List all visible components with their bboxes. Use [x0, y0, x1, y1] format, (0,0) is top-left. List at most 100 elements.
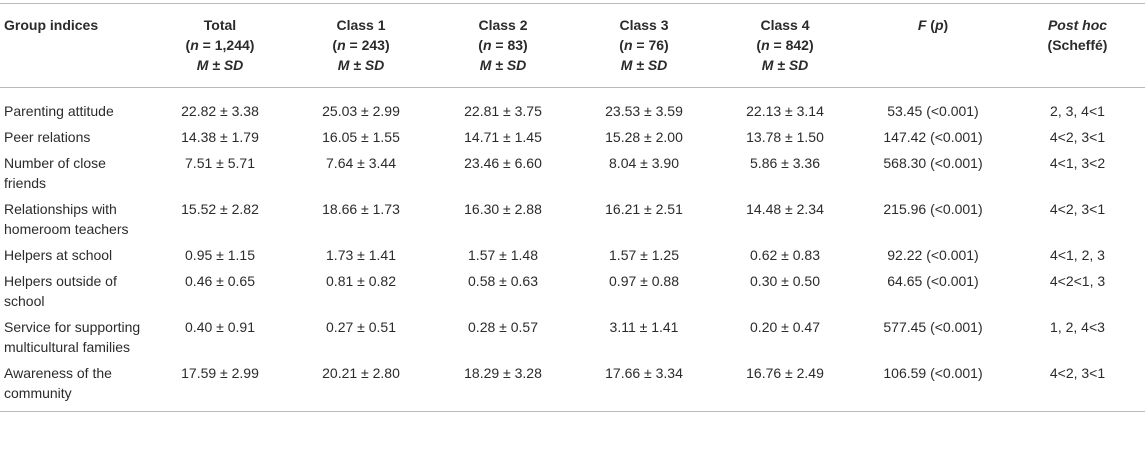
header-label: F (p): [917, 17, 949, 33]
cell-class-3: 0.97 ± 0.88: [609, 273, 679, 289]
header-class-3: Class 3 (n = 76) M ± SD: [574, 3, 714, 88]
table-row: Awareness of the community 17.59 ± 2.99 20…: [0, 360, 1145, 412]
cell-class-1: 1.73 ± 1.41: [326, 247, 396, 263]
header-group-indices: Group indices: [0, 3, 150, 88]
cell-class-4: 13.78 ± 1.50: [746, 129, 824, 145]
cell-f-p: 215.96 (<0.001): [883, 201, 983, 217]
header-stat-label: M ± SD: [337, 57, 385, 73]
header-stat-label: M ± SD: [479, 57, 527, 73]
header-row: Group indices Total (n = 1,244) M ± SD C…: [0, 3, 1145, 88]
cell-class-2: 16.30 ± 2.88: [464, 201, 542, 217]
cell-f-p: 147.42 (<0.001): [883, 129, 983, 145]
table-row: Service for supporting multicultural fam…: [0, 314, 1145, 360]
header-stat-label: M ± SD: [196, 57, 244, 73]
cell-total: 15.52 ± 2.82: [181, 201, 259, 217]
cell-f-p: 106.59 (<0.001): [856, 360, 1010, 412]
cell-f-p: 53.45 (<0.001): [887, 103, 979, 119]
row-label: Service for supporting multicultural fam…: [4, 319, 141, 355]
table-row: Parenting attitude 22.82 ± 3.38 25.03 ± 2.…: [0, 88, 1145, 125]
cell-post-hoc: 2, 3, 4<1: [1050, 103, 1105, 119]
row-label: Parenting attitude: [4, 103, 114, 119]
cell-total: 22.82 ± 3.38: [181, 103, 259, 119]
cell-class-3: 23.53 ± 3.59: [605, 103, 683, 119]
cell-post-hoc: 4<1, 2, 3: [1050, 247, 1105, 263]
cell-class-1: 0.27 ± 0.51: [326, 319, 396, 335]
cell-class-2: 0.58 ± 0.63: [468, 273, 538, 289]
table-row: Helpers at school 0.95 ± 1.15 1.73 ± 1.41 1…: [0, 242, 1145, 268]
row-label: Peer relations: [4, 129, 91, 145]
cell-class-1: 25.03 ± 2.99: [322, 103, 400, 119]
cell-class-1: 7.64 ± 3.44: [326, 155, 396, 171]
header-total: Total (n = 1,244) M ± SD: [150, 3, 290, 88]
header-class-1: Class 1 (n = 243) M ± SD: [290, 3, 432, 88]
cell-class-2: 22.81 ± 3.75: [464, 103, 542, 119]
cell-total: 17.59 ± 2.99: [150, 360, 290, 412]
cell-class-3: 1.57 ± 1.25: [609, 247, 679, 263]
row-label: Number of close friends: [4, 155, 106, 191]
cell-post-hoc: 1, 2, 4<3: [1050, 319, 1105, 335]
cell-class-2: 0.28 ± 0.57: [468, 319, 538, 335]
header-label: Class 3: [619, 17, 669, 33]
header-sample-size: (n = 1,244): [185, 37, 255, 53]
row-label: Helpers at school: [4, 247, 113, 263]
cell-class-4: 0.30 ± 0.50: [750, 273, 820, 289]
table-row: Number of close friends 7.51 ± 5.71 7.64 ±…: [0, 150, 1145, 196]
header-label: Class 2: [478, 17, 528, 33]
cell-class-3: 8.04 ± 3.90: [609, 155, 679, 171]
cell-class-2: 18.29 ± 3.28: [432, 360, 574, 412]
cell-post-hoc: 4<2, 3<1: [1010, 360, 1145, 412]
header-sample-size: (n = 243): [332, 37, 390, 53]
cell-total: 0.95 ± 1.15: [185, 247, 255, 263]
cell-class-1: 18.66 ± 1.73: [322, 201, 400, 217]
header-class-2: Class 2 (n = 83) M ± SD: [432, 3, 574, 88]
cell-class-4: 0.62 ± 0.83: [750, 247, 820, 263]
cell-class-4: 22.13 ± 3.14: [746, 103, 824, 119]
cell-class-4: 14.48 ± 2.34: [746, 201, 824, 217]
cell-total: 0.46 ± 0.65: [185, 273, 255, 289]
table-row: Peer relations 14.38 ± 1.79 16.05 ± 1.55 14…: [0, 124, 1145, 150]
header-label: Class 1: [336, 17, 386, 33]
cell-class-3: 17.66 ± 3.34: [574, 360, 714, 412]
group-indices-table: Group indices Total (n = 1,244) M ± SD C…: [0, 3, 1145, 412]
cell-class-2: 1.57 ± 1.48: [468, 247, 538, 263]
row-label: Relationships with homeroom teachers: [4, 201, 129, 237]
header-sublabel: (Scheffé): [1047, 37, 1108, 53]
cell-class-1: 16.05 ± 1.55: [322, 129, 400, 145]
cell-class-4: 5.86 ± 3.36: [750, 155, 820, 171]
cell-total: 0.40 ± 0.91: [185, 319, 255, 335]
table-body: Parenting attitude 22.82 ± 3.38 25.03 ± 2.…: [0, 88, 1145, 412]
cell-post-hoc: 4<2<1, 3: [1049, 273, 1106, 289]
header-label: Total: [203, 17, 237, 33]
header-label: Group indices: [4, 17, 99, 33]
cell-class-4: 0.20 ± 0.47: [750, 319, 820, 335]
table-row: Relationships with homeroom teachers 15.5…: [0, 196, 1145, 242]
header-post-hoc: Post hoc (Scheffé): [1010, 3, 1145, 88]
cell-f-p: 568.30 (<0.001): [883, 155, 983, 171]
cell-class-1: 20.21 ± 2.80: [290, 360, 432, 412]
row-label: Helpers outside of school: [4, 273, 117, 309]
header-stat-label: M ± SD: [620, 57, 668, 73]
cell-total: 14.38 ± 1.79: [181, 129, 259, 145]
cell-post-hoc: 4<1, 3<2: [1049, 155, 1106, 171]
header-sample-size: (n = 76): [619, 37, 669, 53]
cell-f-p: 577.45 (<0.001): [883, 319, 983, 335]
cell-total: 7.51 ± 5.71: [185, 155, 255, 171]
cell-class-2: 23.46 ± 6.60: [464, 155, 542, 171]
cell-class-3: 16.21 ± 2.51: [605, 201, 683, 217]
header-label: Post hoc: [1047, 17, 1108, 33]
cell-class-2: 14.71 ± 1.45: [464, 129, 542, 145]
header-sample-size: (n = 83): [478, 37, 528, 53]
table-header: Group indices Total (n = 1,244) M ± SD C…: [0, 3, 1145, 88]
cell-class-4: 16.76 ± 2.49: [714, 360, 856, 412]
cell-class-3: 3.11 ± 1.41: [609, 319, 679, 335]
header-stat-label: M ± SD: [761, 57, 809, 73]
header-class-4: Class 4 (n = 842) M ± SD: [714, 3, 856, 88]
cell-class-3: 15.28 ± 2.00: [605, 129, 683, 145]
header-sample-size: (n = 842): [756, 37, 814, 53]
header-f-p: F (p): [856, 3, 1010, 88]
cell-post-hoc: 4<2, 3<1: [1049, 201, 1106, 217]
row-label: Awareness of the community: [0, 360, 150, 412]
header-label: Class 4: [760, 17, 810, 33]
cell-class-1: 0.81 ± 0.82: [326, 273, 396, 289]
